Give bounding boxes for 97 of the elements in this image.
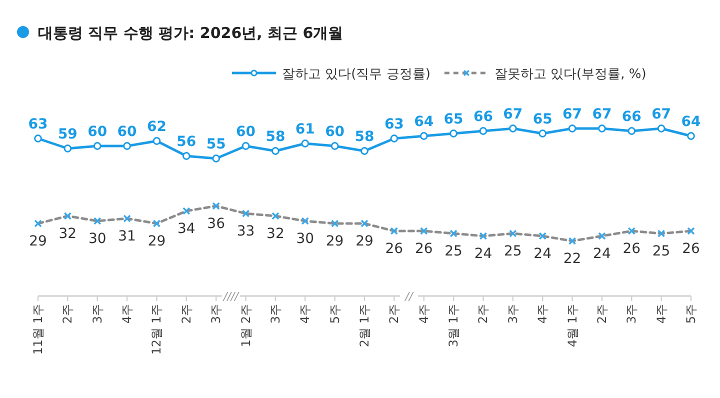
point	[64, 144, 72, 152]
point	[479, 127, 488, 135]
point	[272, 147, 280, 155]
point	[123, 142, 131, 150]
data-label: 64	[414, 114, 434, 130]
x-tick-label: 3주	[268, 304, 282, 324]
data-label: 25	[504, 244, 522, 260]
x-tick-label: 4주	[298, 304, 312, 324]
data-label: 66	[473, 109, 493, 125]
data-label: 25	[444, 244, 462, 260]
x-tick-label: 5주	[684, 304, 698, 324]
data-label: 26	[414, 241, 433, 257]
point	[34, 134, 42, 142]
point	[568, 124, 576, 132]
point	[301, 140, 310, 148]
point	[538, 130, 547, 138]
data-label: 66	[622, 109, 642, 125]
x-tick-label: 3주	[624, 304, 639, 324]
data-label: 65	[444, 112, 464, 128]
point	[420, 132, 428, 140]
point	[450, 130, 458, 138]
data-label: 34	[177, 221, 196, 237]
data-label: 29	[29, 234, 47, 250]
data-label: 63	[384, 116, 404, 132]
x-tick-label: 4월 1주	[565, 304, 580, 348]
data-label: 60	[88, 124, 108, 140]
data-label: 29	[356, 234, 374, 250]
data-label: 24	[474, 246, 492, 262]
chart-title: 대통령 직무 수행 평가: 2026년, 최근 6개월	[38, 24, 344, 42]
point	[360, 147, 368, 155]
data-label: 67	[562, 106, 582, 122]
data-label: 24	[534, 246, 552, 262]
x-tick-label: 2주	[387, 304, 402, 324]
point	[152, 137, 161, 145]
data-label: 60	[325, 124, 345, 140]
data-label: 25	[652, 244, 670, 260]
x-tick-label: 4주	[536, 304, 550, 324]
data-label: 63	[28, 116, 48, 132]
data-label: 30	[88, 231, 106, 247]
x-tick-label: 3월 1주	[446, 304, 461, 348]
point	[508, 124, 517, 132]
x-tick-label: 12월 1주	[150, 304, 164, 355]
data-label: 29	[148, 234, 166, 250]
x-tick-label: 2주	[476, 304, 490, 324]
x-tick-label: 3주	[209, 304, 224, 324]
data-label: 67	[652, 106, 672, 122]
text: //	[404, 290, 414, 303]
data-label: 30	[296, 231, 314, 247]
x-tick-label: 4주	[654, 304, 668, 324]
point	[212, 154, 220, 162]
data-label: 26	[385, 241, 404, 257]
legend-label: 잘하고 있다(직무 긍정률)	[282, 67, 430, 82]
data-label: 58	[266, 129, 286, 145]
x-tick-label: 2주	[179, 304, 194, 324]
data-label: 60	[236, 124, 256, 140]
x-tick-label: 2주	[594, 304, 609, 324]
point	[93, 142, 102, 150]
x-tick-label: 2주	[60, 304, 75, 324]
data-label: 67	[503, 106, 523, 122]
data-label: 32	[58, 226, 77, 242]
data-label: 26	[682, 241, 700, 257]
point	[628, 127, 636, 135]
point	[687, 132, 695, 140]
data-label: 32	[266, 226, 284, 242]
data-label: 26	[622, 241, 641, 257]
x-tick-label: 5주	[328, 304, 342, 324]
data-label: 62	[146, 119, 166, 135]
point	[390, 134, 398, 142]
data-label: 29	[326, 234, 344, 250]
data-label: 55	[206, 136, 226, 152]
legend-label: 잘못하고 있다(부정률, %)	[494, 67, 646, 82]
data-label: 60	[117, 124, 138, 140]
point	[242, 142, 250, 150]
data-label: 64	[681, 114, 701, 130]
data-label: 36	[207, 216, 226, 232]
point	[598, 124, 606, 132]
data-label: 65	[532, 112, 552, 128]
data-label: 31	[118, 228, 136, 244]
data-label: 24	[593, 246, 611, 262]
x-tick-label: 2월 1주	[358, 304, 372, 348]
data-label: 56	[176, 134, 196, 150]
data-label: 58	[354, 129, 374, 145]
point	[330, 142, 339, 150]
x-tick-label: 4주	[416, 304, 431, 324]
x-tick-label: 11월 1주	[31, 304, 45, 355]
data-label: 61	[295, 122, 315, 138]
x-tick-label: 3주	[90, 304, 104, 324]
data-label: 22	[563, 251, 582, 267]
text: ////	[222, 290, 240, 303]
x-tick-label: 4주	[120, 304, 134, 324]
x-tick-label: 3주	[506, 304, 520, 324]
point	[657, 124, 666, 132]
x-tick-label: 1월 2주	[238, 304, 253, 348]
point	[182, 152, 190, 160]
data-label: 67	[592, 106, 612, 122]
data-label: 33	[236, 224, 255, 240]
data-label: 59	[58, 126, 78, 142]
